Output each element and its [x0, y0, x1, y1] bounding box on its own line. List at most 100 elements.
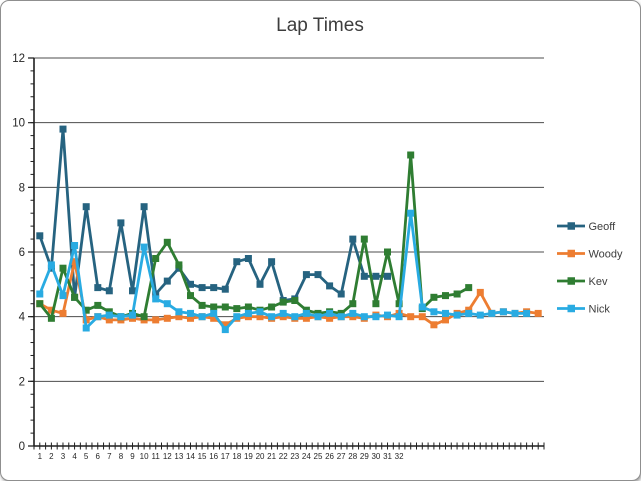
- series-marker-nick: [279, 309, 287, 317]
- x-tick-label-16: 16: [209, 452, 218, 461]
- series-marker-geoff: [360, 272, 368, 280]
- x-tick-label-1: 1: [38, 452, 43, 461]
- series-marker-nick: [36, 290, 44, 298]
- series-marker-nick: [210, 309, 218, 317]
- series-marker-geoff: [105, 287, 113, 295]
- x-tick-label-28: 28: [348, 452, 357, 461]
- series-marker-woody: [442, 316, 449, 324]
- series-marker-geoff: [198, 284, 206, 292]
- series-marker-woody: [47, 306, 55, 314]
- x-tick-label-23: 23: [290, 452, 299, 461]
- series-marker-nick: [105, 311, 113, 319]
- series-marker-kev: [384, 248, 391, 256]
- series-marker-nick: [523, 309, 531, 317]
- series-marker-nick: [326, 309, 334, 317]
- series-marker-nick: [314, 313, 322, 321]
- series-marker-geoff: [36, 232, 44, 240]
- series-marker-kev: [175, 261, 183, 269]
- x-tick-label-20: 20: [256, 452, 265, 461]
- x-tick-label-18: 18: [232, 452, 241, 461]
- x-tick-label-8: 8: [119, 452, 124, 461]
- legend-label-kev: Kev: [589, 276, 608, 288]
- x-tick-label-32: 32: [395, 452, 404, 461]
- axes: [28, 57, 545, 450]
- series-marker-nick: [140, 243, 148, 251]
- series-marker-geoff: [314, 271, 322, 279]
- series-line-kev: [38, 153, 471, 320]
- series-marker-nick: [94, 313, 102, 321]
- y-tick-label-8: 8: [19, 182, 25, 194]
- series-marker-nick: [291, 313, 299, 321]
- series-marker-kev: [442, 292, 449, 300]
- series-marker-nick: [349, 309, 357, 317]
- series-geoff: [36, 125, 391, 304]
- series-marker-nick: [198, 313, 206, 321]
- legend-label-woody: Woody: [589, 249, 624, 261]
- legend-marker-nick: [567, 304, 575, 313]
- series-marker-kev: [360, 235, 368, 243]
- series-marker-geoff: [82, 203, 90, 211]
- series-marker-nick: [488, 309, 496, 317]
- x-tick-label-11: 11: [152, 452, 161, 461]
- y-tick-label-10: 10: [12, 118, 25, 130]
- x-tick-label-9: 9: [130, 452, 135, 461]
- series-marker-nick: [187, 309, 194, 317]
- chart-title: Lap Times: [276, 15, 364, 36]
- series-marker-kev: [244, 303, 252, 311]
- series-marker-nick: [129, 311, 136, 319]
- series-marker-kev: [187, 292, 194, 300]
- series-marker-kev: [210, 303, 218, 311]
- series-marker-nick: [117, 313, 125, 321]
- legend-marker-geoff: [567, 222, 575, 230]
- series-marker-kev: [94, 301, 102, 309]
- legend: Geoff Woody Kev Nick: [557, 221, 623, 316]
- legend-marker-woody: [567, 249, 575, 258]
- series-marker-kev: [465, 284, 473, 292]
- series-marker-kev: [82, 306, 90, 314]
- series-marker-woody: [59, 309, 67, 317]
- series-marker-geoff: [59, 125, 67, 133]
- series-marker-kev: [152, 255, 160, 262]
- series-marker-nick: [442, 309, 449, 317]
- series-marker-nick: [302, 309, 310, 317]
- series-marker-nick: [407, 209, 415, 217]
- series-marker-nick: [511, 309, 519, 317]
- gridlines: [34, 57, 544, 382]
- series-marker-kev: [395, 300, 403, 308]
- series-marker-geoff: [384, 272, 391, 280]
- series-marker-nick: [360, 313, 368, 321]
- x-tick-label-3: 3: [61, 452, 66, 461]
- series-marker-woody: [326, 314, 334, 322]
- series-marker-woody: [476, 288, 484, 296]
- series-marker-kev: [279, 298, 287, 306]
- series-marker-nick: [499, 308, 507, 316]
- series-marker-geoff: [349, 235, 357, 243]
- x-tick-label-21: 21: [267, 452, 276, 461]
- series-marker-kev: [221, 303, 229, 311]
- series-marker-kev: [233, 305, 241, 313]
- series-marker-kev: [407, 151, 415, 159]
- series-marker-woody: [187, 314, 194, 322]
- series-marker-nick: [152, 295, 160, 303]
- series-marker-kev: [430, 293, 438, 301]
- series-marker-nick: [47, 261, 55, 269]
- legend-label-nick: Nick: [589, 304, 611, 316]
- x-tick-label-17: 17: [221, 452, 230, 461]
- x-tick-label-22: 22: [279, 452, 288, 461]
- series-marker-nick: [59, 292, 67, 300]
- series-marker-geoff: [256, 280, 264, 288]
- series-marker-nick: [465, 309, 473, 317]
- series-marker-nick: [268, 313, 276, 321]
- series-line-geoff: [38, 127, 389, 302]
- y-tick-label-6: 6: [19, 247, 25, 259]
- series-marker-geoff: [94, 284, 102, 292]
- series-marker-nick: [453, 311, 461, 319]
- x-tick-label-13: 13: [174, 452, 183, 461]
- series-marker-nick: [430, 308, 438, 316]
- series-marker-kev: [163, 238, 171, 246]
- series-marker-nick: [175, 308, 183, 316]
- series-marker-geoff: [326, 282, 334, 290]
- series-marker-nick: [418, 303, 426, 311]
- series-marker-woody: [407, 313, 415, 321]
